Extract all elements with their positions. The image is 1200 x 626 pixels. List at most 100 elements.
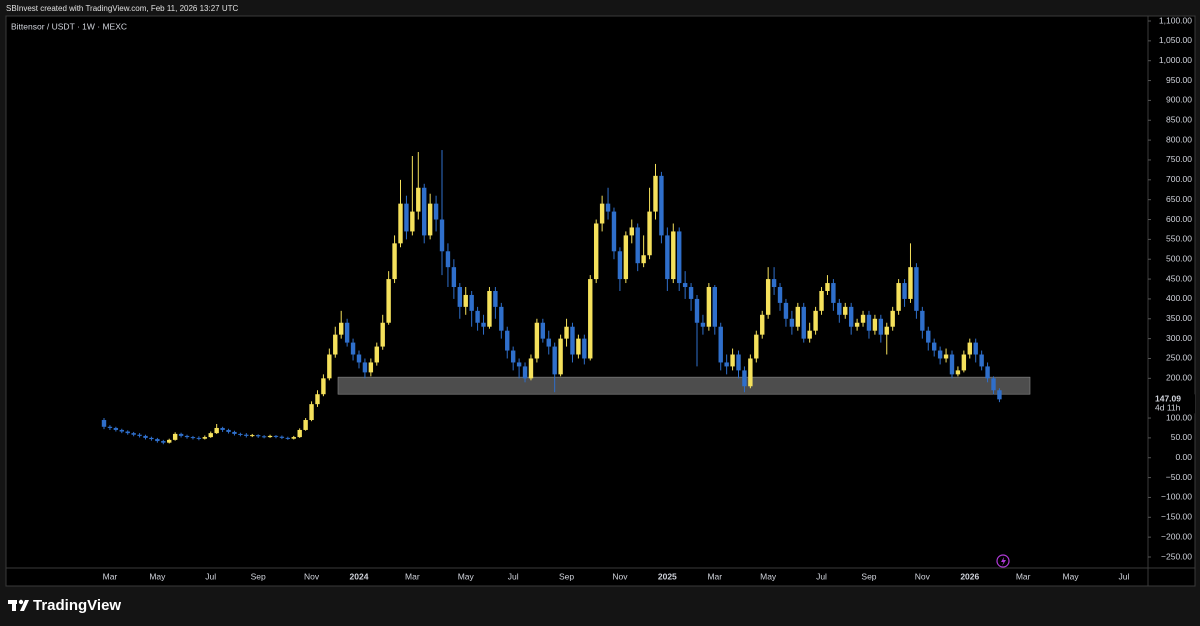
candle-body xyxy=(131,433,136,435)
candle-body xyxy=(125,431,130,434)
candle-body xyxy=(783,302,789,319)
candle-body xyxy=(339,322,344,335)
candle-body xyxy=(220,427,225,430)
candle-body xyxy=(902,283,907,299)
y-tick-label: 900.00 xyxy=(1166,95,1192,105)
y-tick-label: 850.00 xyxy=(1166,115,1192,125)
y-tick-label: 200.00 xyxy=(1166,373,1192,383)
candle-body xyxy=(831,283,836,303)
candle-body xyxy=(184,435,190,438)
x-tick-label: Mar xyxy=(103,571,118,581)
candle-body xyxy=(101,420,107,427)
candle-body xyxy=(398,203,403,244)
candle-body xyxy=(985,366,990,379)
candle-body xyxy=(244,434,249,436)
last-price-tag xyxy=(1149,394,1195,414)
y-tick-label: 50.00 xyxy=(1171,432,1193,442)
alert-ring xyxy=(996,554,1010,568)
x-tick-label: Nov xyxy=(915,571,931,581)
y-tick-label: 600.00 xyxy=(1166,214,1192,224)
y-tick-label: 100.00 xyxy=(1166,412,1192,422)
candle-body xyxy=(475,310,480,323)
candle-body xyxy=(155,439,160,442)
candle-body xyxy=(813,310,818,331)
candle-body xyxy=(635,227,640,264)
candle-body xyxy=(819,290,824,311)
logo-slash xyxy=(20,600,29,611)
candle-body xyxy=(576,338,581,355)
candle-body xyxy=(837,302,842,315)
candle-body xyxy=(908,267,913,299)
x-tick-label: Jul xyxy=(816,571,827,581)
candle-body xyxy=(789,318,795,327)
y-tick-label: 250.00 xyxy=(1166,353,1192,363)
candle-body xyxy=(617,251,623,280)
candle-body xyxy=(866,314,872,331)
y-tick-label: 500.00 xyxy=(1166,253,1192,263)
y-tick-label: −50.00 xyxy=(1166,472,1193,482)
chart-frame xyxy=(5,15,1196,587)
candle-body xyxy=(362,362,368,373)
candle-body xyxy=(119,429,124,432)
candle-body xyxy=(178,433,184,436)
candle-body xyxy=(765,279,771,315)
x-tick-label: Jul xyxy=(508,571,519,581)
x-tick-label: May xyxy=(458,571,475,581)
candle-body xyxy=(493,290,498,307)
candle-body xyxy=(427,203,433,236)
candle-body xyxy=(665,235,670,280)
candle-body xyxy=(593,223,599,280)
candle-body xyxy=(848,306,854,327)
candle-body xyxy=(422,187,427,236)
candle-body xyxy=(404,203,409,232)
candle-body xyxy=(742,370,747,387)
y-tick-label: −250.00 xyxy=(1161,551,1192,561)
candle-body xyxy=(706,287,712,327)
candle-body xyxy=(214,427,219,434)
candle-body xyxy=(297,429,302,438)
candle-body xyxy=(718,326,723,363)
candle-body xyxy=(350,342,356,355)
candle-body xyxy=(884,326,889,335)
candle-body xyxy=(932,342,937,351)
candle-body xyxy=(273,435,279,437)
candle-body xyxy=(279,436,285,438)
candle-body xyxy=(344,322,350,343)
brand: TradingView xyxy=(33,597,121,614)
candle-body xyxy=(250,435,255,437)
candle-body xyxy=(445,251,451,268)
x-tick-label: 2025 xyxy=(658,571,677,581)
candle-body xyxy=(872,318,878,331)
y-tick-label: 350.00 xyxy=(1166,313,1192,323)
candle-body xyxy=(623,235,629,280)
candle-body xyxy=(540,322,546,339)
x-tick-label: Sep xyxy=(861,571,876,581)
candle-body xyxy=(356,354,362,363)
candle-body xyxy=(208,433,213,438)
candle-body xyxy=(469,294,474,311)
x-tick-label: Mar xyxy=(707,571,722,581)
candle-body xyxy=(760,314,765,335)
x-tick-label: Sep xyxy=(251,571,266,581)
y-tick-label: 400.00 xyxy=(1166,293,1192,303)
candle-body xyxy=(137,434,142,436)
candle-body xyxy=(291,437,296,439)
x-tick-label: Nov xyxy=(304,571,320,581)
candle-body xyxy=(659,175,664,236)
candle-body xyxy=(107,426,113,428)
candle-body xyxy=(463,294,468,307)
candle-body xyxy=(499,306,504,331)
candle-body xyxy=(439,219,445,252)
candle-body xyxy=(285,437,291,439)
y-tick-label: −150.00 xyxy=(1161,512,1192,522)
candle-body xyxy=(967,342,972,355)
header: SBInvest created with TradingView.com, F… xyxy=(6,4,238,13)
candle-body xyxy=(570,326,575,355)
x-tick-label: Sep xyxy=(559,571,574,581)
candle-body xyxy=(671,231,676,280)
candle-body xyxy=(303,420,308,430)
candle-body xyxy=(843,306,848,315)
candle-body xyxy=(374,346,379,363)
candle-body xyxy=(860,314,866,323)
